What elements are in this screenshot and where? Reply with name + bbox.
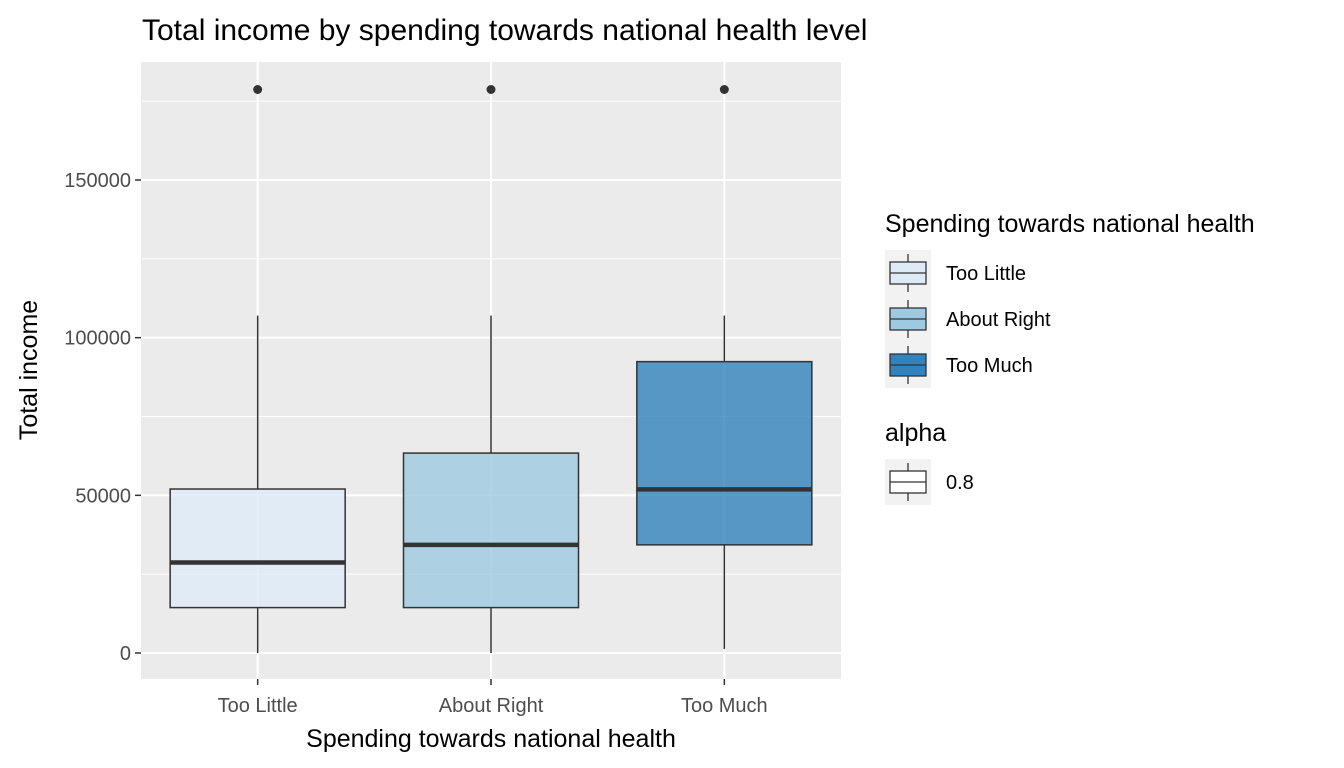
legend-title: Spending towards national health [885, 210, 1255, 238]
box-iqr [402, 452, 580, 609]
x-tick-label: Too Little [218, 695, 298, 717]
legend-key [885, 342, 931, 388]
y-tick-label: 50000 [75, 485, 131, 507]
y-tick-label: 150000 [64, 170, 131, 192]
box-about-right [402, 85, 580, 653]
y-axis: 0 50000 100000 150000 [64, 170, 141, 665]
legend: Spending towards national health Too Litt… [885, 210, 1255, 505]
x-tick-label: Too Much [681, 695, 768, 717]
outlier-point [486, 85, 496, 95]
legend-key [885, 250, 931, 296]
y-tick-label: 100000 [64, 328, 131, 350]
x-axis: Too Little About Right Too Much [218, 679, 768, 717]
outlier-point [253, 85, 263, 95]
x-tick-label: About Right [439, 695, 544, 717]
chart-title: Total income by spending towards nationa… [142, 14, 867, 47]
legend-label: Too Little [946, 263, 1026, 285]
box-iqr [169, 488, 346, 609]
y-axis-title: Total income [15, 300, 43, 440]
box-iqr [636, 360, 813, 546]
y-tick-label: 0 [120, 643, 131, 665]
boxes-layer [169, 85, 813, 653]
outlier-point [719, 85, 729, 95]
legend-key [885, 459, 931, 505]
box-too-little [169, 85, 346, 653]
legend-label: 0.8 [946, 472, 974, 494]
legend-key [885, 296, 931, 342]
x-axis-title: Spending towards national health [306, 725, 676, 753]
legend-label: Too Much [946, 355, 1033, 377]
box-too-much [636, 85, 813, 649]
legend-label: About Right [946, 309, 1051, 331]
legend-title: alpha [885, 419, 946, 447]
